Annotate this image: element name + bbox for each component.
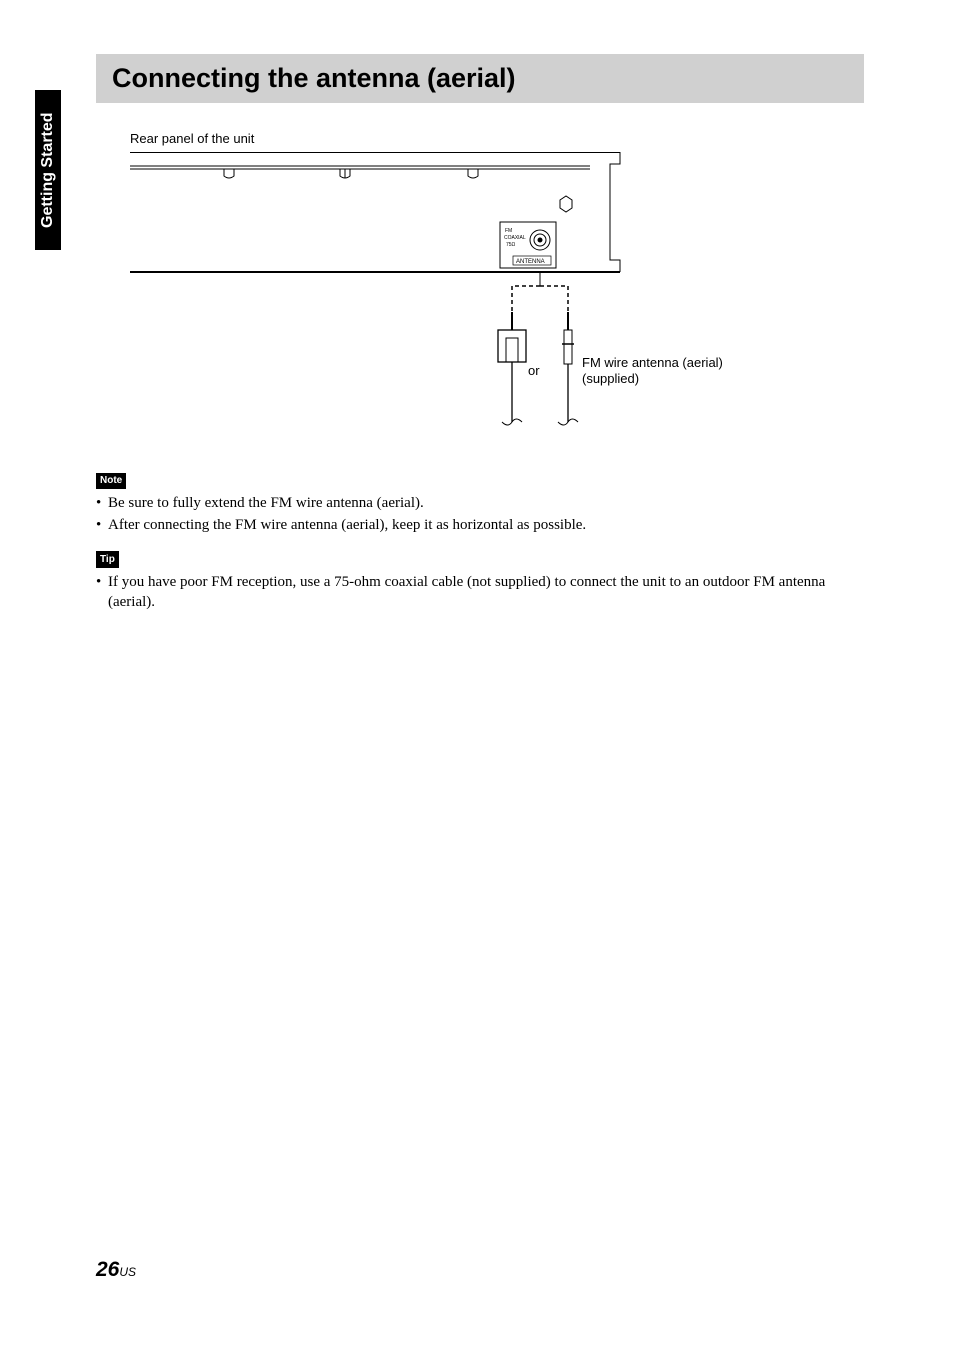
- page-number-value: 26: [96, 1258, 119, 1281]
- tip-badge: Tip: [96, 551, 119, 568]
- note-item: After connecting the FM wire antenna (ae…: [96, 515, 874, 535]
- diagram-caption: Rear panel of the unit: [130, 131, 854, 146]
- note-badge: Note: [96, 473, 126, 490]
- connector-text-antenna: ANTENNA: [516, 259, 545, 265]
- diagram-or-label: or: [528, 363, 540, 378]
- connector-text-ohm: 75Ω: [506, 242, 516, 248]
- note-item: Be sure to fully extend the FM wire ante…: [96, 493, 874, 513]
- rear-panel-diagram: FM COAXIAL 75Ω ANTENNA: [130, 152, 650, 452]
- page-number-region: US: [119, 1265, 136, 1279]
- tip-item: If you have poor FM reception, use a 75-…: [96, 572, 874, 613]
- page-container: Getting Started Connecting the antenna (…: [0, 0, 954, 1352]
- title-bar: Connecting the antenna (aerial): [96, 54, 864, 103]
- connector-text-fm: FM: [505, 228, 512, 234]
- note-list: Be sure to fully extend the FM wire ante…: [96, 493, 874, 536]
- diagram-fm-label-line1: FM wire antenna (aerial): [582, 355, 723, 370]
- page-title: Connecting the antenna (aerial): [112, 63, 848, 94]
- section-tab-getting-started: Getting Started: [35, 90, 61, 250]
- diagram-region: Rear panel of the unit FM COAXIAL 7: [130, 131, 854, 451]
- tip-list: If you have poor FM reception, use a 75-…: [96, 572, 874, 613]
- diagram-fm-label-line2: (supplied): [582, 371, 639, 386]
- page-number: 26US: [96, 1258, 136, 1282]
- body-text-block: Note Be sure to fully extend the FM wire…: [96, 469, 874, 612]
- connector-text-coaxial: COAXIAL: [504, 235, 526, 241]
